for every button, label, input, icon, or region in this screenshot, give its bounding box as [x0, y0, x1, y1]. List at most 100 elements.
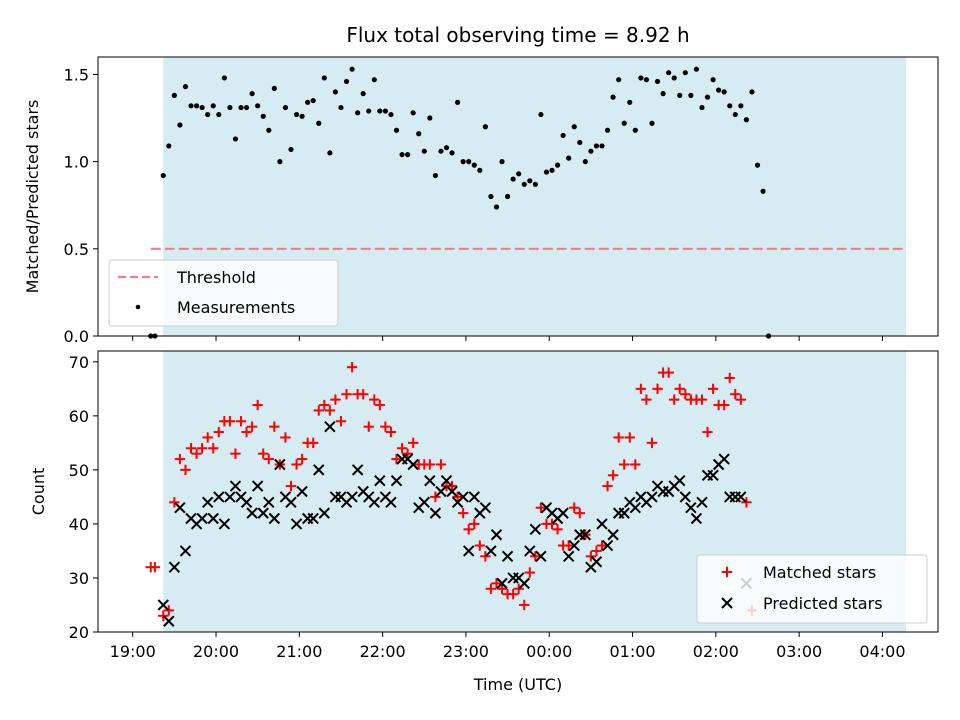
matched-point — [285, 480, 297, 492]
matched-point — [602, 480, 613, 492]
measurement-point — [693, 66, 700, 72]
matched-point — [507, 588, 519, 600]
x-stroke-b — [596, 518, 608, 530]
measurement-point — [566, 155, 572, 161]
x-stroke-b — [363, 491, 375, 503]
x-stroke-b — [440, 474, 453, 487]
chart-title: Flux total observing time = 8.92 h — [346, 23, 689, 47]
measurement-point — [666, 70, 672, 76]
x-stroke-b — [296, 485, 308, 498]
measurement-point — [166, 143, 172, 149]
matched-point — [513, 583, 524, 594]
x-tick-label: 19:00 — [110, 642, 156, 661]
predicted-point — [429, 507, 442, 519]
measurement-point — [288, 146, 294, 153]
measurement-point — [504, 193, 511, 200]
predicted-point — [468, 491, 480, 503]
x-stroke-b — [557, 507, 569, 519]
matched-point — [280, 432, 291, 443]
predicted-point — [318, 507, 331, 519]
matched-point — [469, 518, 480, 530]
matched-point — [369, 394, 380, 405]
bottom-panel: 20 30 40 50 60 70 19:00 20:00 21:00 22:00 23:00 00… — [29, 350, 939, 694]
legend-measurements-label: Measurements — [177, 298, 295, 317]
measurement-point — [227, 104, 233, 111]
bottom-axes-frame — [97, 350, 939, 633]
x-stroke-b — [418, 496, 430, 509]
top-y-axis-label: Matched/Predicted stars — [23, 100, 42, 294]
predicted-point — [618, 507, 630, 519]
x-stroke-b — [346, 491, 358, 503]
predicted-point — [157, 599, 169, 611]
predicted-point — [201, 496, 214, 509]
matched-point — [308, 437, 319, 449]
x-stroke-b — [696, 496, 708, 509]
predicted-point — [368, 496, 381, 509]
measurement-point — [432, 172, 438, 179]
predicted-point — [479, 502, 492, 514]
x-stroke-b — [524, 545, 536, 557]
x-stroke-b — [263, 496, 275, 509]
predicted-point — [418, 496, 430, 509]
measurement-points — [148, 66, 772, 339]
x-stroke-b — [218, 518, 231, 530]
measurement-point — [205, 111, 211, 118]
measurement-point — [182, 84, 189, 90]
predicted-point — [246, 507, 258, 519]
measurement-point — [443, 145, 450, 151]
measurement-point — [416, 131, 422, 137]
matched-point — [396, 443, 408, 454]
x-stroke-b — [501, 550, 514, 563]
top-y-ticks: 0.0 0.5 1.0 1.5 — [64, 65, 98, 346]
predicted-point — [524, 545, 536, 557]
matched-point — [380, 421, 391, 432]
predicted-point — [268, 512, 281, 525]
matched-point — [158, 610, 169, 621]
x-stroke-b — [235, 491, 247, 503]
x-stroke-b — [335, 491, 347, 503]
matched-point — [341, 389, 352, 400]
predicted-point — [307, 512, 319, 525]
predicted-point — [501, 550, 514, 563]
matched-point — [296, 453, 308, 465]
measurement-point — [171, 92, 177, 98]
matched-point — [213, 426, 224, 438]
matched-point — [496, 583, 508, 594]
x-stroke-b — [690, 512, 703, 525]
x-tick-label: 22:00 — [360, 642, 406, 661]
x-stroke-b — [163, 615, 175, 627]
predicted-point — [285, 496, 297, 509]
matched-point — [258, 448, 269, 459]
matched-point — [530, 551, 541, 562]
measurement-point — [510, 176, 516, 182]
y-tick-label: 1.5 — [64, 65, 89, 84]
measurement-point — [438, 148, 444, 154]
x-stroke-b — [674, 474, 686, 487]
measurement-point — [388, 111, 394, 118]
predicted-point — [257, 507, 269, 519]
matched-point — [491, 578, 502, 589]
x-stroke-b — [157, 599, 169, 611]
measurement-point — [482, 124, 488, 130]
matched-point — [485, 583, 497, 594]
x-stroke-b — [313, 464, 325, 476]
x-stroke-b — [318, 507, 331, 519]
x-stroke-b — [213, 491, 225, 503]
predicted-point — [351, 464, 364, 476]
matched-point — [230, 448, 241, 459]
matched-point — [741, 497, 752, 508]
measurement-point — [577, 139, 583, 146]
x-stroke-b — [624, 496, 636, 509]
predicted-point — [596, 518, 608, 530]
x-stroke-b — [607, 529, 619, 541]
x-stroke-b — [168, 561, 181, 573]
matched-point — [291, 459, 302, 470]
predicted-point — [196, 512, 208, 525]
predicted-point — [207, 512, 219, 525]
measurement-point — [743, 117, 749, 123]
x-tick-label: 02:00 — [693, 642, 739, 661]
matched-point — [424, 459, 436, 470]
x-stroke-b — [618, 507, 630, 519]
measurement-point — [699, 104, 705, 111]
